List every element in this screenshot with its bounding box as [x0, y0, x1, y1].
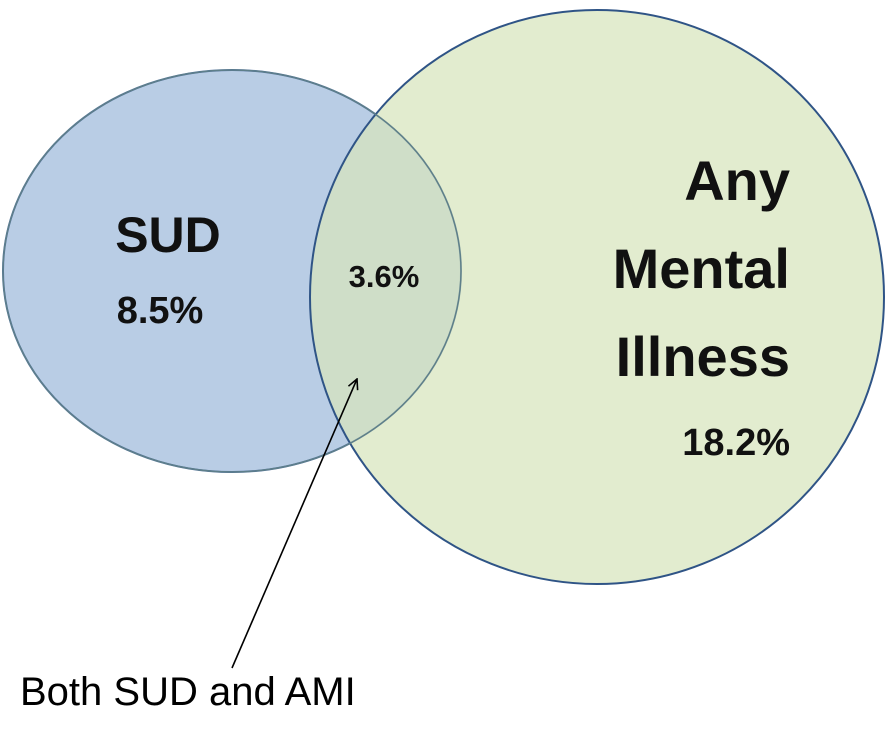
set-label: Any [684, 149, 790, 212]
intersection-value: 3.6% [349, 259, 420, 294]
set-value: 18.2% [682, 422, 790, 464]
ami-circle [309, 9, 885, 585]
set-label: SUD [115, 207, 221, 263]
set-label: Mental [613, 237, 790, 300]
sud-circle-outline [2, 69, 462, 473]
set-label: Illness [616, 325, 790, 388]
set-value: 8.5% [117, 290, 204, 332]
annotation-arrow [231, 379, 357, 669]
annotation: Both SUD and AMI [20, 670, 356, 714]
